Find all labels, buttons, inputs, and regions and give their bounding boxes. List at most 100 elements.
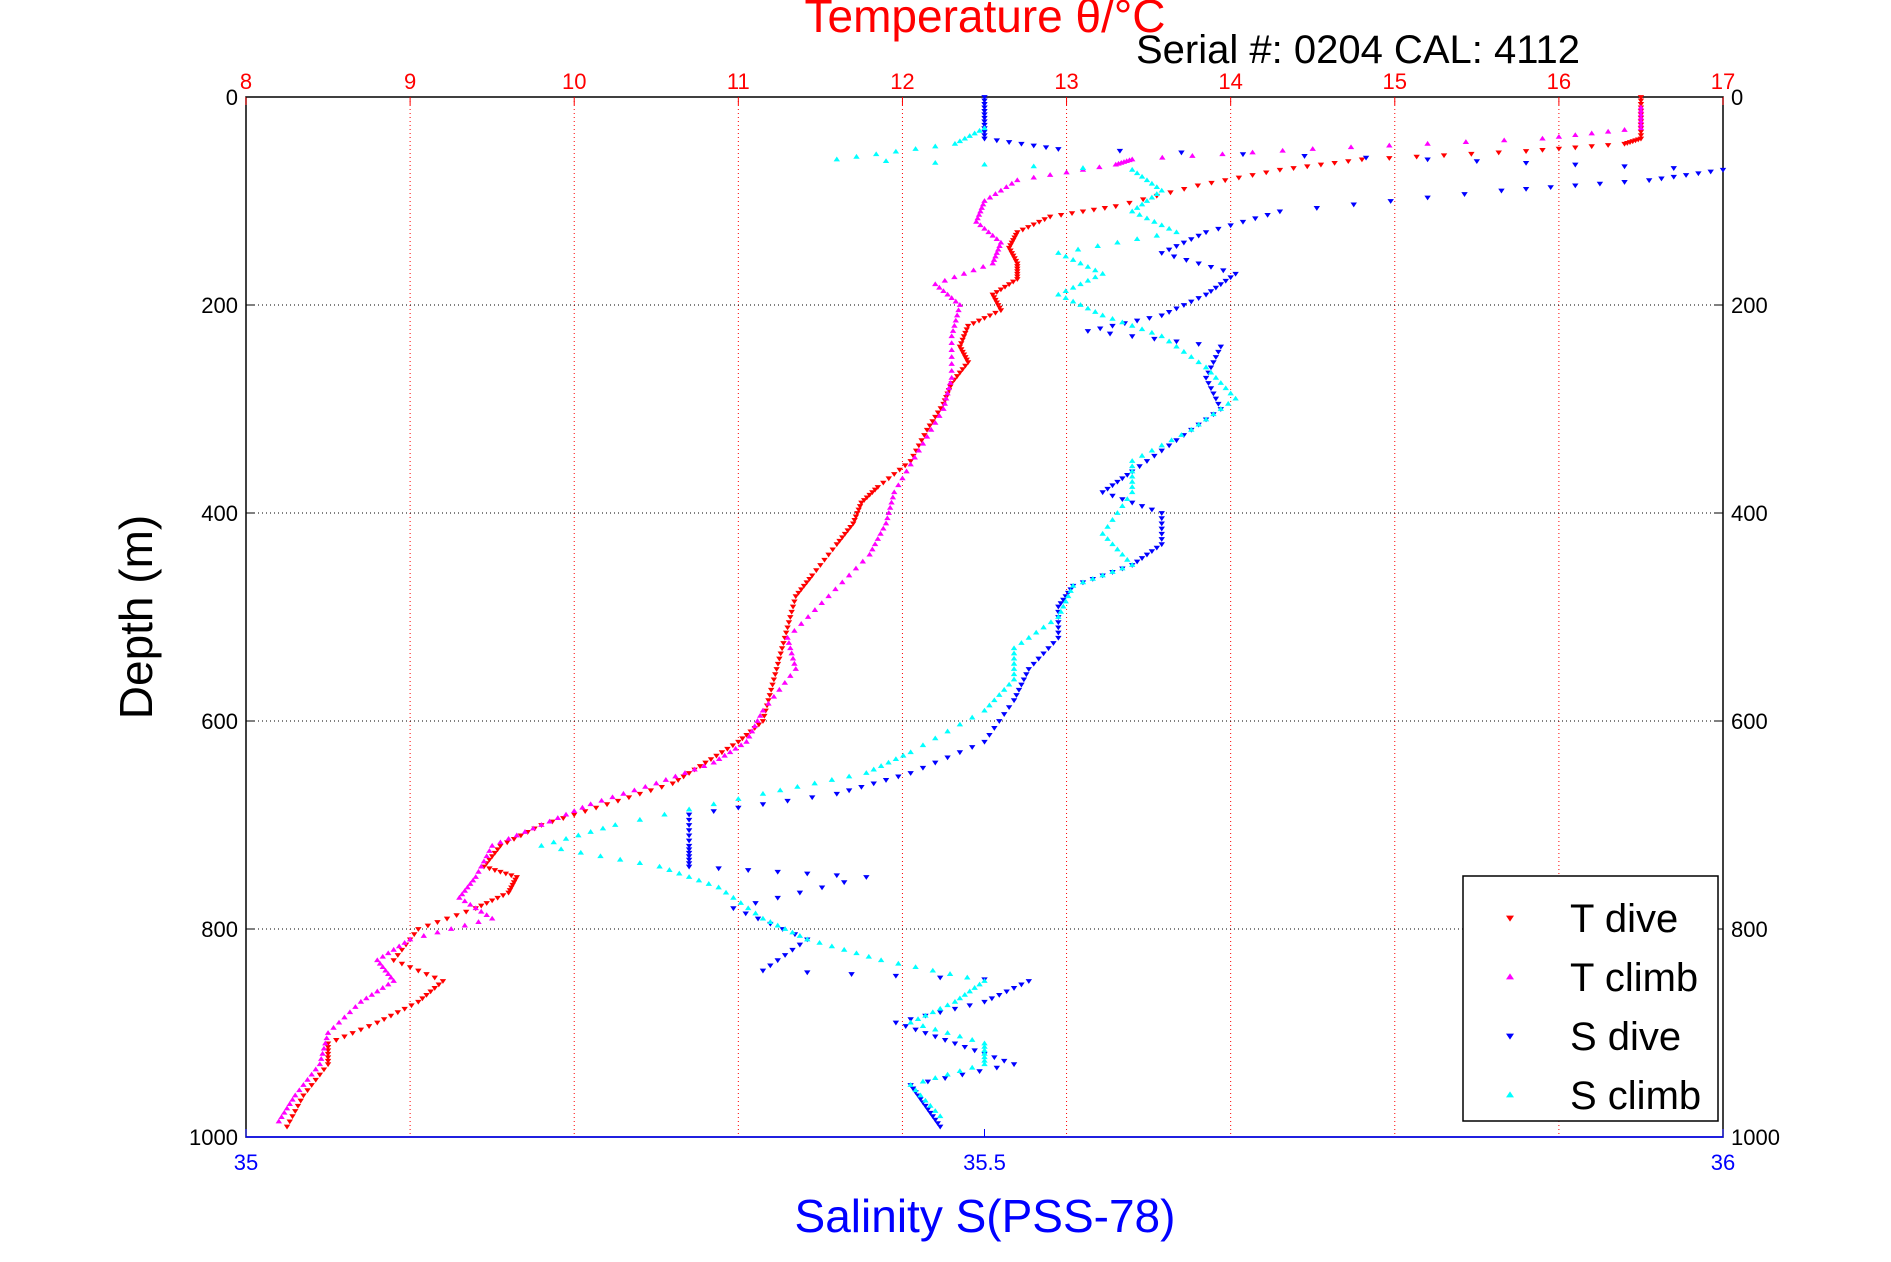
- data-point: [1495, 150, 1502, 156]
- data-point: [1153, 545, 1161, 551]
- data-point: [1621, 164, 1628, 170]
- data-point: [1212, 355, 1220, 360]
- data-point: [685, 850, 693, 856]
- data-point: [1637, 125, 1645, 131]
- data-point: [685, 833, 693, 839]
- legend-label: T dive: [1570, 897, 1678, 941]
- data-point: [1215, 226, 1222, 232]
- data-point: [944, 291, 951, 297]
- data-point: [447, 926, 455, 931]
- data-point: [940, 406, 947, 411]
- data-point: [475, 919, 482, 924]
- data-point: [1232, 395, 1239, 401]
- data-point: [475, 868, 482, 874]
- data-point: [1077, 281, 1084, 287]
- data-point: [780, 641, 787, 646]
- data-point: [751, 723, 758, 729]
- data-point: [721, 752, 728, 758]
- data-point: [1424, 157, 1431, 163]
- data-point: [759, 707, 767, 713]
- data-point: [1572, 162, 1579, 168]
- grid-lines: [246, 97, 1723, 1137]
- data-point: [390, 946, 397, 952]
- data-point: [952, 317, 959, 323]
- data-point: [981, 978, 988, 983]
- data-point: [365, 1024, 373, 1029]
- data-point: [811, 607, 819, 612]
- data-point: [776, 787, 784, 793]
- data-point: [936, 1113, 944, 1119]
- data-point: [993, 138, 1001, 144]
- data-point: [948, 340, 955, 346]
- data-point: [1227, 223, 1234, 229]
- data-point: [1007, 248, 1014, 254]
- data-point: [951, 322, 958, 328]
- data-point: [1010, 279, 1017, 285]
- data-point: [932, 1034, 939, 1040]
- data-point: [1068, 211, 1076, 217]
- data-point: [791, 660, 798, 666]
- data-point: [839, 535, 846, 541]
- data-point: [981, 122, 988, 128]
- data-point: [1084, 329, 1092, 334]
- data-point: [858, 500, 865, 506]
- data-point: [304, 1076, 311, 1082]
- data-point: [737, 742, 745, 748]
- data-point: [666, 867, 673, 872]
- data-point: [296, 1087, 303, 1093]
- data-point: [636, 816, 644, 822]
- data-point: [695, 877, 703, 883]
- data-point: [1077, 302, 1084, 307]
- data-point: [1637, 114, 1645, 120]
- data-point: [1133, 170, 1141, 176]
- data-point: [761, 713, 768, 719]
- data-point: [990, 295, 998, 301]
- data-point: [431, 975, 438, 981]
- data-point: [491, 868, 499, 873]
- data-point: [929, 1114, 937, 1120]
- data-point: [948, 367, 955, 373]
- data-point: [973, 218, 980, 224]
- data-point: [1007, 243, 1014, 249]
- data-point: [956, 1033, 964, 1039]
- data-point: [1092, 267, 1099, 273]
- data-point: [800, 583, 808, 589]
- data-point: [1112, 204, 1119, 210]
- data-point: [579, 804, 586, 810]
- data-point: [587, 829, 594, 834]
- data-point: [914, 1016, 922, 1022]
- data-point: [472, 874, 479, 879]
- data-point: [1202, 416, 1210, 422]
- data-point: [997, 308, 1005, 314]
- data-point: [1148, 447, 1156, 453]
- data-point: [767, 687, 775, 693]
- data-point: [1222, 278, 1229, 284]
- left-tick-label: 1000: [189, 1125, 238, 1150]
- data-point: [956, 750, 964, 756]
- data-point: [494, 847, 501, 853]
- data-point: [1014, 271, 1021, 277]
- data-point: [971, 985, 978, 990]
- data-point: [996, 992, 1003, 998]
- data-point: [743, 738, 750, 744]
- data-point: [478, 908, 485, 914]
- data-point: [1350, 202, 1357, 208]
- data-point: [754, 718, 761, 723]
- data-point: [1099, 312, 1106, 318]
- data-point: [730, 906, 737, 912]
- data-point: [872, 151, 880, 157]
- data-point: [1012, 232, 1020, 238]
- data-point: [685, 806, 693, 812]
- left-tick-label: 800: [201, 917, 238, 942]
- data-point: [971, 130, 978, 136]
- data-point: [1109, 323, 1116, 329]
- data-point: [349, 1031, 356, 1036]
- data-point: [966, 1003, 973, 1009]
- data-point: [1064, 593, 1072, 599]
- top-tick-label: 11: [727, 69, 750, 94]
- data-point: [1099, 572, 1106, 578]
- data-point: [1645, 178, 1653, 184]
- data-point: [1212, 285, 1220, 291]
- data-point: [1173, 229, 1180, 235]
- x-axis-label: Salinity S(PSS-78): [795, 1190, 1176, 1242]
